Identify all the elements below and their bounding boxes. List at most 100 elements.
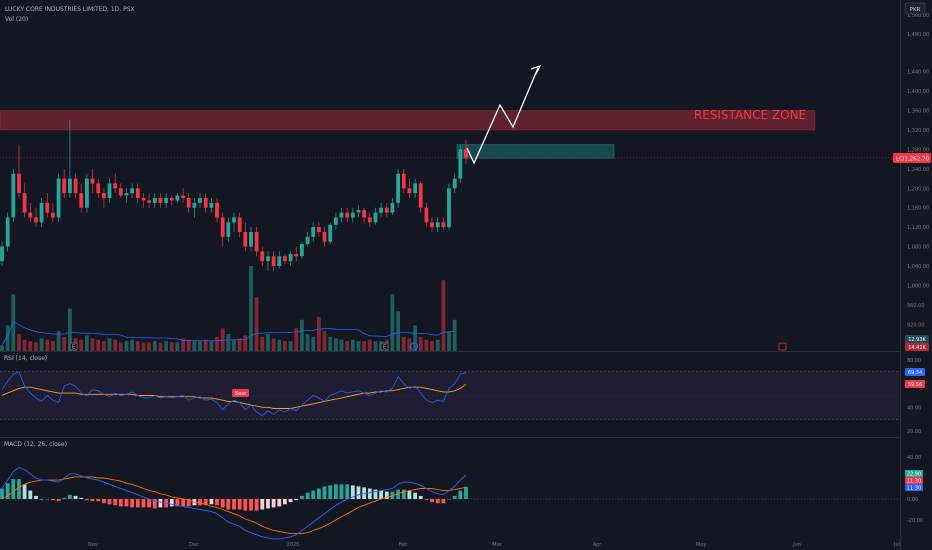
- macd-line: [1, 466, 467, 540]
- macd-histogram-bar: [17, 479, 21, 499]
- macd-histogram-bar: [464, 486, 468, 499]
- candle-body: [384, 207, 389, 213]
- candle-body: [232, 217, 236, 223]
- volume-bar: [300, 319, 304, 351]
- earnings-marker[interactable]: [380, 342, 389, 351]
- bear-divergence-badge: [232, 389, 249, 397]
- volume-bar: [141, 342, 146, 351]
- price-tick-label: 1,120.00: [907, 225, 929, 231]
- macd-histogram-bar: [350, 485, 355, 499]
- volume-bar: [113, 339, 118, 351]
- rsi-tick-label: 20.00: [907, 429, 921, 435]
- macd-histogram-bar: [390, 491, 395, 499]
- earnings-marker[interactable]: [69, 342, 78, 351]
- volume-bar: [311, 336, 316, 351]
- dividend-icon[interactable]: [410, 342, 418, 351]
- macd-histogram-bar: [288, 499, 293, 503]
- candle-body: [215, 202, 219, 218]
- macd-histogram-bar: [96, 499, 101, 502]
- volume-bars: [0, 266, 457, 352]
- volume-bar: [334, 338, 338, 352]
- macd-histogram-bar: [68, 494, 72, 499]
- volume-bar: [266, 334, 270, 351]
- macd-histogram-bar: [367, 488, 372, 499]
- macd-histogram-bar: [441, 499, 446, 504]
- candle-body: [11, 173, 16, 218]
- volume-bar: [169, 342, 174, 351]
- macd-histogram-bar: [401, 489, 406, 499]
- macd-histogram-bar: [73, 495, 78, 499]
- macd-histogram-bar: [300, 495, 304, 499]
- price-tick-label: 1,160.00: [907, 206, 929, 212]
- currency-button[interactable]: [904, 2, 926, 15]
- volume-bar: [396, 311, 400, 351]
- volume-bar: [62, 336, 67, 351]
- candle-body: [311, 227, 316, 237]
- volume-bar: [407, 338, 412, 352]
- volume-bar: [249, 266, 253, 351]
- candle-body: [203, 198, 208, 208]
- candle-body: [226, 222, 231, 237]
- earnings-marker-label: E: [72, 345, 75, 351]
- candle-body: [401, 173, 406, 189]
- macd-histogram-bar: [452, 495, 457, 499]
- macd-histogram-bar: [62, 497, 67, 499]
- candle-body: [441, 222, 446, 228]
- candle-body: [220, 217, 225, 237]
- x-tick-label: Apr: [593, 542, 603, 548]
- volume-bar: [413, 325, 417, 351]
- candle-body: [118, 188, 123, 196]
- candle-body: [147, 200, 151, 203]
- volume-bar: [28, 341, 33, 351]
- candle-body: [68, 178, 72, 194]
- candle-body: [317, 227, 321, 232]
- macd-histogram-bar: [22, 484, 27, 499]
- macd-histogram-bar: [118, 499, 123, 507]
- volume-bar: [345, 341, 350, 351]
- price-tick-label: 1,500.00: [907, 13, 929, 19]
- candle-body: [367, 217, 372, 223]
- x-tick-label: 2025: [287, 542, 300, 548]
- macd-histogram-bar: [79, 497, 84, 499]
- candle-body: [186, 198, 191, 208]
- candle-body: [175, 195, 180, 201]
- volume-bar: [317, 317, 321, 351]
- macd-histogram-bar: [113, 499, 118, 506]
- candle-body: [181, 195, 185, 198]
- macd-signal-line: [1, 476, 467, 535]
- candle-body: [305, 236, 310, 245]
- macd-histogram-bar: [356, 486, 361, 499]
- candle-body: [158, 198, 163, 203]
- macd-histogram-bar: [305, 492, 310, 499]
- projection-arrow: [466, 67, 539, 165]
- macd-histogram-bar: [45, 499, 50, 500]
- volume-bar: [339, 339, 344, 351]
- macd-histogram-bar: [198, 499, 202, 506]
- macd-histogram-bar: [334, 484, 338, 499]
- future-event-icon[interactable]: [778, 342, 787, 351]
- rsi-ma-text: 59.56: [908, 382, 922, 388]
- price-tag-value: 1,262.70: [905, 157, 930, 163]
- last-price-tag: [893, 153, 931, 163]
- candle-body: [62, 178, 67, 194]
- macd-histogram-bar: [345, 484, 350, 499]
- volume-bar: [356, 341, 361, 351]
- volume-bar: [68, 308, 72, 351]
- volume-label: Vol (20): [5, 16, 28, 23]
- candle-body: [373, 212, 378, 223]
- candle-body: [328, 224, 333, 242]
- macd-histogram-bar: [209, 499, 214, 505]
- volume-bar: [158, 342, 163, 351]
- macd-histogram-bar: [362, 487, 366, 499]
- candle-body: [458, 149, 463, 179]
- macd-histogram-bar: [124, 499, 129, 507]
- volume-tag: [905, 343, 929, 351]
- macd-histogram-bar: [130, 499, 134, 508]
- earnings-marker-label: E: [383, 345, 386, 351]
- demand-zone: [456, 144, 615, 159]
- candle-body: [407, 188, 412, 194]
- macd-histogram-bar: [158, 499, 163, 508]
- rsi-ma-tag: [905, 380, 925, 388]
